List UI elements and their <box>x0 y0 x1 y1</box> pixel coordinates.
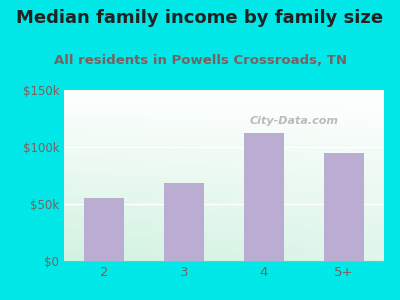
Text: All residents in Powells Crossroads, TN: All residents in Powells Crossroads, TN <box>54 54 346 67</box>
Bar <box>244 133 284 261</box>
Text: Median family income by family size: Median family income by family size <box>16 9 384 27</box>
Bar <box>324 153 364 261</box>
Bar <box>164 184 204 261</box>
Bar <box>84 198 124 261</box>
Text: City-Data.com: City-Data.com <box>250 116 339 126</box>
